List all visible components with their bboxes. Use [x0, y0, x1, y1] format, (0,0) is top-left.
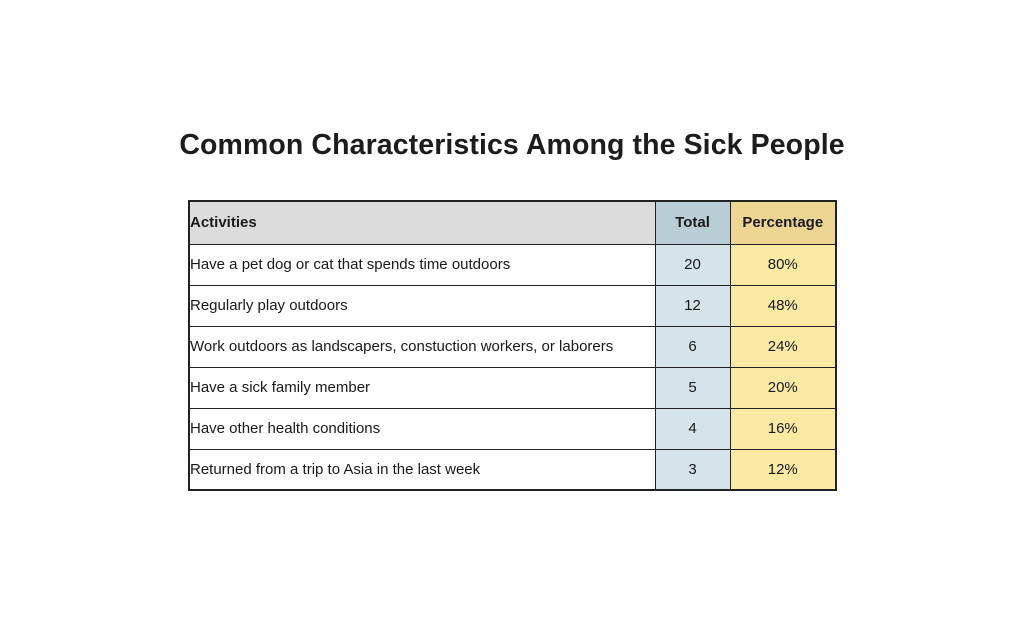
table-row: Have a pet dog or cat that spends time o…: [188, 243, 837, 286]
activity-cell: Have other health conditions: [188, 407, 656, 450]
percentage-cell: 12%: [729, 448, 837, 491]
table-row: Work outdoors as landscapers, constuctio…: [188, 325, 837, 368]
total-cell: 5: [654, 366, 731, 409]
column-header-percentage: Percentage: [729, 200, 837, 245]
activity-cell: Returned from a trip to Asia in the last…: [188, 448, 656, 491]
total-cell: 20: [654, 243, 731, 286]
total-cell: 4: [654, 407, 731, 450]
activity-cell: Have a pet dog or cat that spends time o…: [188, 243, 656, 286]
total-cell: 6: [654, 325, 731, 368]
column-header-total: Total: [654, 200, 731, 245]
percentage-cell: 48%: [729, 284, 837, 327]
table-row: Have a sick family member 5 20%: [188, 366, 837, 409]
activity-cell: Have a sick family member: [188, 366, 656, 409]
total-cell: 12: [654, 284, 731, 327]
total-cell: 3: [654, 448, 731, 491]
activity-cell: Regularly play outdoors: [188, 284, 656, 327]
table-header-row: Activities Total Percentage: [188, 200, 837, 245]
table-row: Have other health conditions 4 16%: [188, 407, 837, 450]
column-header-activities: Activities: [188, 200, 656, 245]
percentage-cell: 80%: [729, 243, 837, 286]
table-row: Regularly play outdoors 12 48%: [188, 284, 837, 327]
table-row: Returned from a trip to Asia in the last…: [188, 448, 837, 491]
characteristics-table: Activities Total Percentage Have a pet d…: [188, 200, 837, 491]
percentage-cell: 16%: [729, 407, 837, 450]
chart-title: Common Characteristics Among the Sick Pe…: [179, 129, 845, 161]
percentage-cell: 20%: [729, 366, 837, 409]
percentage-cell: 24%: [729, 325, 837, 368]
activity-cell: Work outdoors as landscapers, constuctio…: [188, 325, 656, 368]
